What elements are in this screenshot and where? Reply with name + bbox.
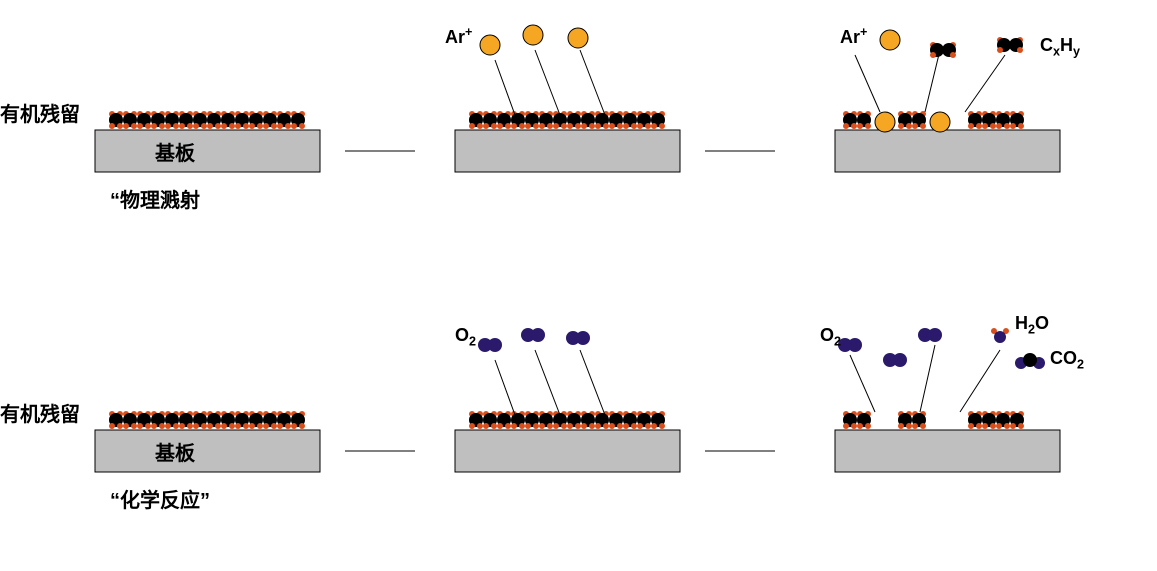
label-h2o: H2O [1015,313,1049,337]
label-o2-2: O2 [820,325,841,349]
label-substrate-1: 基板 [155,137,195,166]
label-substrate-2: 基板 [155,437,195,466]
panel-physical-3 [835,30,1060,172]
panel-physical-2 [455,25,680,172]
caption-chemical: “化学反应” [110,484,210,513]
label-cxhy: CxHy [1040,35,1080,59]
caption-physical: “物理溅射 [110,184,200,213]
label-ar-1: Ar+ [445,25,472,48]
label-o2-1: O2 [455,325,476,349]
label-co2: CO2 [1050,348,1084,372]
panel-chemical-3 [835,328,1060,472]
panel-chemical-2 [455,328,680,472]
panel-chemical-1 [95,411,320,472]
panel-physical-1 [95,111,320,172]
label-ar-2: Ar+ [840,25,867,48]
label-organic-residue-2: 有机残留 [0,398,80,427]
label-organic-residue-1: 有机残留 [0,98,80,127]
